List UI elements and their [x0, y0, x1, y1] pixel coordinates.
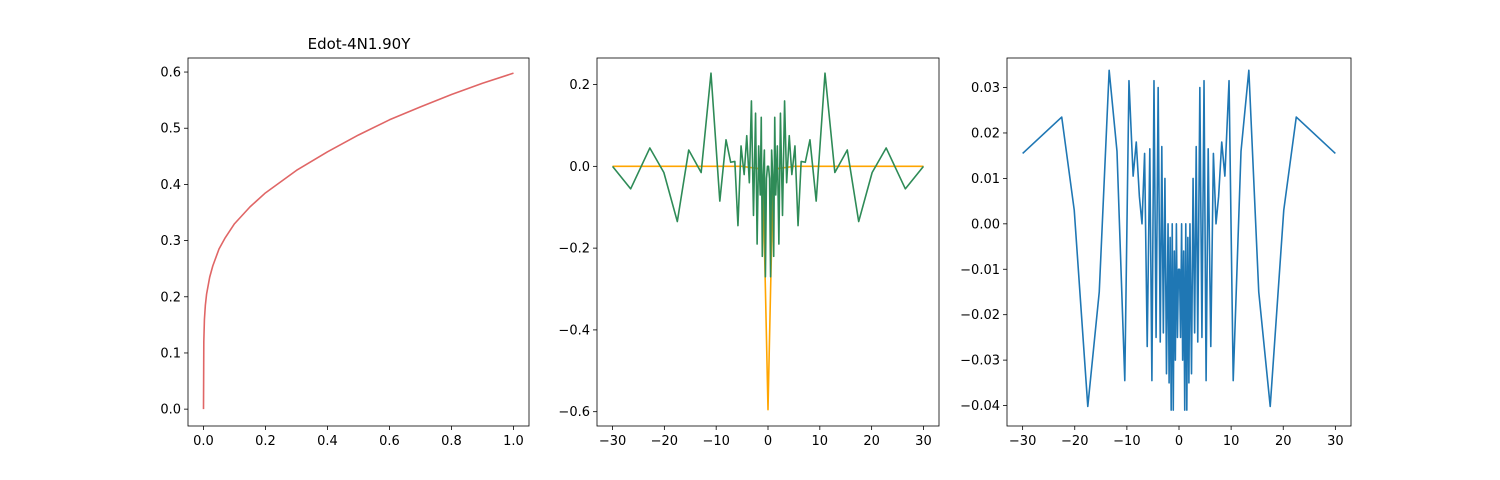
x-tick-label: −20 — [651, 434, 678, 449]
x-tick-label: −30 — [1009, 434, 1036, 449]
x-tick-label: 20 — [1275, 434, 1292, 449]
subplot-1-title: Edot-4N1.90Y — [308, 35, 412, 53]
y-tick-label: −0.2 — [558, 242, 590, 257]
subplot-1: Edot-4N1.90Y 0.0 0.2 0.4 0.6 0.8 1.0 0.0 0.1 0.2… — [160, 35, 530, 449]
y-tick-label: 0.3 — [160, 234, 181, 249]
y-tick-label: −0.4 — [558, 323, 590, 338]
subplot-2-frame — [596, 57, 940, 427]
x-tick-label: −10 — [1113, 434, 1140, 449]
x-tick-label: 30 — [915, 434, 932, 449]
y-tick-label: −0.03 — [960, 354, 1000, 369]
y-tick-label: −0.6 — [558, 405, 590, 420]
y-tick-label: 0.4 — [160, 178, 181, 193]
y-tick-label: 0.2 — [160, 290, 181, 305]
subplot-2-series-1-line — [612, 165, 924, 411]
subplot-3-frame — [1006, 57, 1352, 427]
y-tick-label: 0.5 — [160, 122, 181, 137]
subplot-3-series-1-line — [1022, 69, 1336, 411]
x-tick-label: 0 — [764, 434, 772, 449]
x-tick-label: 30 — [1327, 434, 1344, 449]
x-tick-label: −20 — [1061, 434, 1088, 449]
y-tick-label: −0.04 — [960, 399, 1000, 414]
x-tick-label: 20 — [863, 434, 880, 449]
x-tick-label: 0.6 — [379, 434, 400, 449]
y-tick-label: 0.1 — [160, 346, 181, 361]
x-tick-label: 0.2 — [255, 434, 276, 449]
y-tick-label: 0.03 — [971, 81, 1000, 96]
x-tick-label: 0.0 — [193, 434, 214, 449]
x-tick-label: 10 — [812, 434, 829, 449]
x-tick-label: 0.4 — [317, 434, 338, 449]
x-tick-label: −30 — [599, 434, 626, 449]
y-tick-label: 0.2 — [569, 78, 590, 93]
subplot-2-series-2-line — [611, 72, 925, 278]
y-tick-label: 0.02 — [971, 126, 1000, 141]
subplot-1-frame — [187, 57, 530, 427]
subplot-2: −30 −20 −10 0 10 20 30 −0.6 −0.4 −0.2 0.0 0.2 — [558, 57, 940, 449]
y-tick-label: 0.6 — [160, 66, 181, 81]
x-tick-label: 10 — [1223, 434, 1240, 449]
subplot-1-series-1-line — [202, 72, 514, 410]
y-tick-label: 0.0 — [569, 160, 590, 175]
y-tick-label: 0.00 — [971, 217, 1000, 232]
x-tick-label: −10 — [702, 434, 729, 449]
y-tick-label: 0.0 — [160, 403, 181, 418]
y-tick-label: −0.02 — [960, 308, 1000, 323]
subplot-3: −30 −20 −10 0 10 20 30 −0.04 −0.03 −0.02 −0.01 0.00… — [960, 57, 1352, 449]
x-tick-label: 0 — [1175, 434, 1183, 449]
x-tick-label: 0.8 — [441, 434, 462, 449]
x-tick-label: 1.0 — [503, 434, 524, 449]
y-tick-label: −0.01 — [960, 263, 1000, 278]
y-tick-label: 0.01 — [971, 172, 1000, 187]
